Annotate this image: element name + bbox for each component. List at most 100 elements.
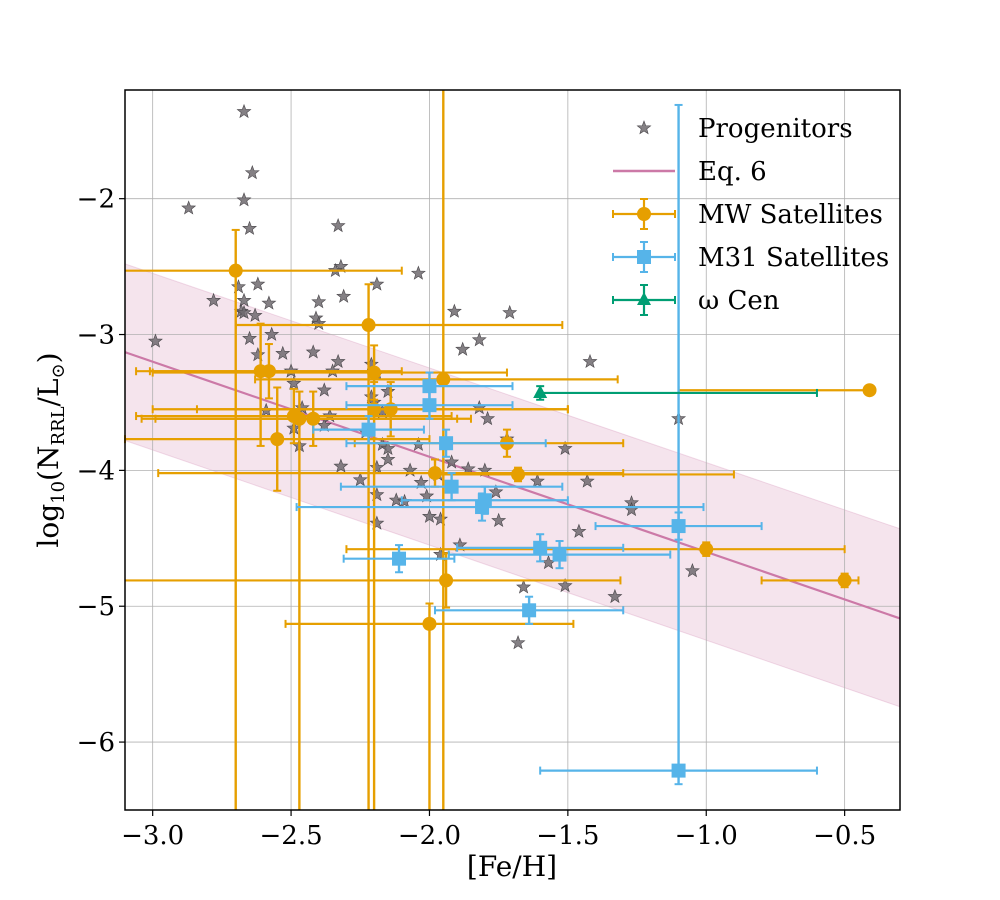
m31-satellite	[447, 540, 672, 570]
m31-marker	[475, 500, 490, 515]
progenitor-point	[491, 512, 507, 527]
progenitor-point	[330, 353, 346, 369]
progenitor-point	[231, 279, 246, 294]
mw-satellite	[284, 602, 575, 810]
progenitor-point	[305, 344, 321, 359]
legend-square-icon	[637, 250, 651, 264]
y-tick-label: −4	[77, 456, 115, 486]
mw-marker	[228, 263, 243, 278]
progenitor-point	[446, 303, 462, 318]
mw-marker	[292, 411, 307, 426]
mw-marker	[439, 573, 454, 588]
progenitor-point	[455, 341, 471, 356]
eq6-line	[124, 351, 901, 620]
progenitor-point	[311, 315, 327, 331]
legend-label: M31 Satellites	[698, 243, 889, 273]
x-tick-label: −0.5	[813, 821, 876, 851]
mw-marker	[253, 364, 268, 379]
x-tick-label: −2.0	[398, 821, 461, 851]
omega-cen-marker	[533, 384, 548, 398]
progenitor-point	[147, 333, 163, 348]
progenitor-point	[444, 454, 460, 469]
progenitor-point	[286, 375, 302, 390]
progenitor-point	[582, 353, 598, 369]
progenitor-point	[529, 473, 545, 488]
progenitor-point	[488, 484, 504, 499]
legend-label: Progenitors	[698, 114, 853, 144]
x-tick-label: −1.5	[536, 821, 599, 851]
legend-star-icon	[636, 120, 652, 135]
progenitor-point	[502, 304, 518, 320]
y-tick-label: −6	[77, 728, 115, 758]
x-tick-label: −2.5	[260, 821, 323, 851]
y-axis-title: log10(NRRL/L⊙)	[32, 352, 69, 547]
progenitor-point	[311, 294, 327, 309]
mw-satellite	[760, 572, 860, 589]
m31-marker	[533, 540, 548, 555]
progenitor-point	[460, 461, 476, 476]
progenitor-point	[380, 451, 396, 466]
progenitor-point	[571, 523, 587, 538]
progenitor-point	[236, 192, 252, 207]
m31-satellite	[539, 103, 818, 786]
m31-satellite	[342, 544, 456, 574]
progenitor-point	[557, 577, 573, 593]
progenitor-point	[244, 165, 260, 180]
m31-marker	[422, 398, 437, 413]
progenitor-point	[264, 326, 280, 341]
m31-satellites-series	[295, 103, 818, 786]
progenitor-point	[557, 440, 573, 455]
m31-satellite	[434, 595, 625, 625]
mw-marker	[511, 467, 526, 482]
legend: Progenitors Eq. 6 MW Satellites M31 Satelli…	[612, 114, 889, 316]
progenitor-point	[275, 345, 291, 360]
progenitor-point	[236, 103, 252, 119]
progenitor-point	[247, 307, 263, 322]
progenitor-point	[336, 288, 352, 303]
progenitor-point	[413, 474, 429, 489]
m31-marker	[439, 436, 454, 451]
legend-entry-m31: M31 Satellites	[612, 241, 889, 273]
legend-entry-progenitors: Progenitors	[636, 114, 853, 144]
mw-marker	[436, 372, 451, 387]
mw-satellite	[148, 322, 373, 447]
mw-marker	[361, 318, 376, 333]
legend-entry-omega: ω Cen	[612, 284, 780, 316]
progenitor-point	[250, 347, 266, 362]
m31-satellite	[312, 415, 425, 445]
mw-satellite	[345, 541, 846, 557]
legend-label: ω Cen	[698, 286, 780, 316]
progenitor-point	[433, 511, 449, 526]
progenitor-point	[206, 292, 222, 307]
mw-marker	[367, 365, 382, 380]
progenitor-point	[242, 330, 258, 345]
progenitor-point	[181, 200, 197, 215]
progenitor-point	[333, 458, 349, 473]
progenitor-point	[294, 400, 310, 415]
mw-satellite	[140, 390, 459, 810]
progenitor-point	[369, 276, 385, 291]
progenitor-point	[380, 383, 396, 398]
progenitor-point	[369, 515, 385, 530]
y-tick-label: −2	[77, 185, 115, 215]
progenitor-point	[352, 472, 368, 487]
progenitor-point	[261, 295, 277, 310]
progenitor-point	[480, 410, 496, 426]
m31-satellite	[456, 533, 625, 563]
progenitor-point	[607, 588, 623, 604]
plot-frame	[124, 89, 901, 811]
progenitor-point	[330, 217, 346, 233]
x-axis-title: [Fe/H]	[467, 850, 557, 883]
progenitor-point	[316, 382, 332, 397]
m31-marker	[361, 422, 376, 437]
m31-marker	[522, 603, 537, 618]
progenitor-point	[316, 417, 332, 432]
legend-label: Eq. 6	[698, 157, 767, 187]
progenitor-point	[250, 276, 266, 291]
axis-ticks: −3.0 −2.5 −2.0 −1.5 −1.0 −0.5 −6 −5 −4 −3 −2	[77, 185, 877, 851]
mw-marker	[422, 616, 437, 631]
x-tick-label: −1.0	[675, 821, 738, 851]
omega-cen-series	[533, 384, 818, 401]
m31-marker	[422, 379, 437, 394]
